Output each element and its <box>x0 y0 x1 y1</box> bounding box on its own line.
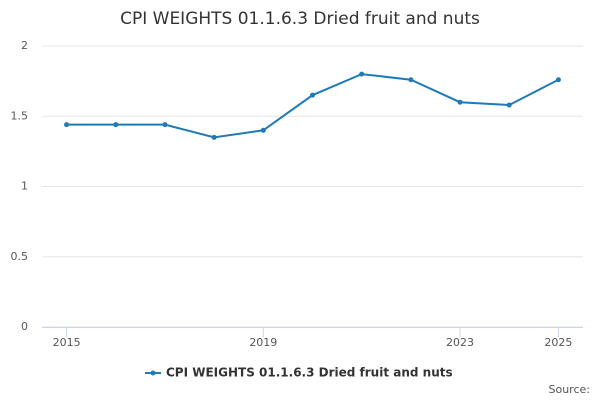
y-tick-label: 0.5 <box>11 250 29 263</box>
point <box>457 99 463 105</box>
y-tick-label: 1 <box>21 180 28 193</box>
x-tick-label: 2019 <box>249 336 277 349</box>
point <box>408 77 414 83</box>
point <box>162 122 168 128</box>
source: Source: <box>549 383 591 396</box>
y-tick-label: 1.5 <box>11 109 29 122</box>
point <box>555 77 561 83</box>
legend-label: CPI WEIGHTS 01.1.6.3 Dried fruit and nut… <box>166 366 453 380</box>
point <box>113 122 119 128</box>
x-tick-label: 2023 <box>446 336 474 349</box>
point <box>64 122 70 128</box>
point <box>506 102 512 108</box>
point <box>211 134 217 140</box>
y-tick-label: 0 <box>21 320 28 333</box>
x-tick-label: 2015 <box>53 336 81 349</box>
chart-title: CPI WEIGHTS 01.1.6.3 Dried fruit and nut… <box>120 9 480 29</box>
point <box>260 127 266 133</box>
point <box>359 71 365 77</box>
y-tick-label: 2 <box>21 39 28 52</box>
x-tick-label: 2025 <box>544 336 572 349</box>
point <box>310 92 315 98</box>
legend-marker <box>150 370 156 376</box>
